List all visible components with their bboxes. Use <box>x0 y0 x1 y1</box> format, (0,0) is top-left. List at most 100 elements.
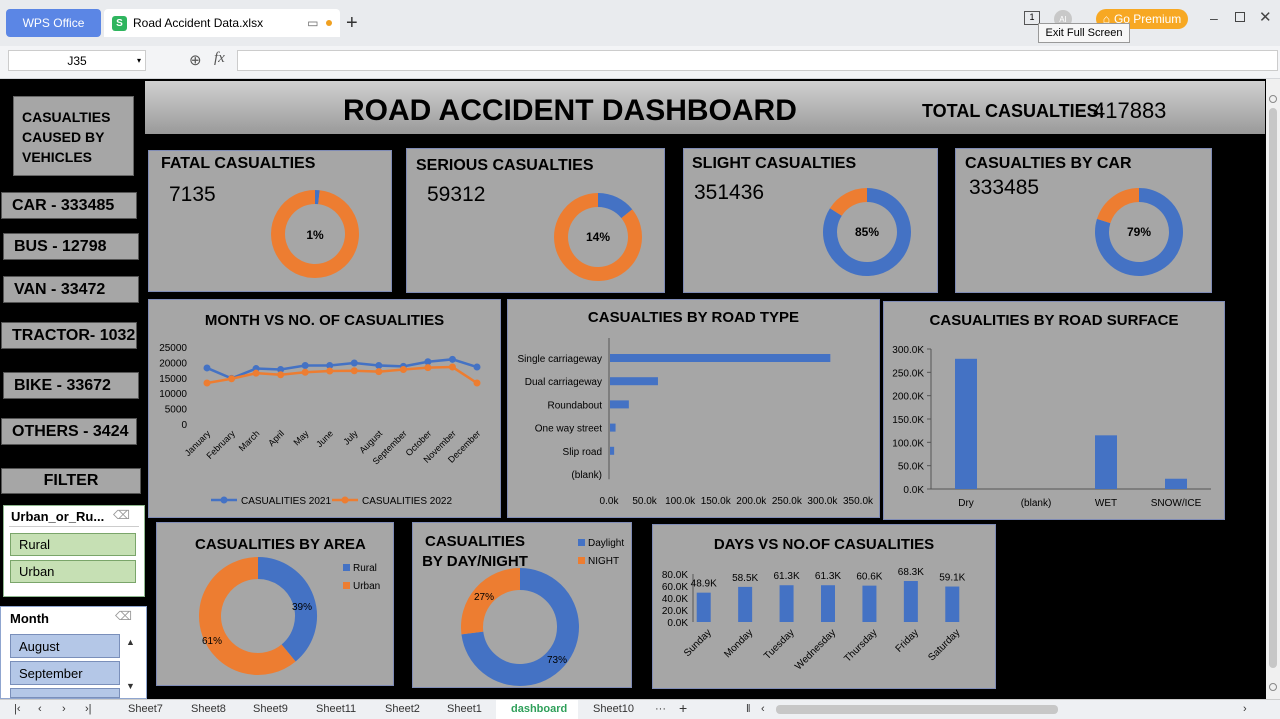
scroll-thumb[interactable] <box>1269 108 1277 668</box>
slicer-item-august[interactable]: August <box>10 634 120 658</box>
donut-segment-rural <box>257 557 317 662</box>
more-sheets-icon[interactable]: ··· <box>655 703 666 715</box>
minimize-icon[interactable]: – <box>1210 10 1218 26</box>
sheet-tab[interactable]: Sheet10 <box>593 703 634 715</box>
monitor-icon[interactable]: ▭ <box>307 16 319 30</box>
close-icon[interactable]: ✕ <box>1259 9 1272 26</box>
donut-segment-rest <box>830 188 868 217</box>
data-point <box>350 359 358 367</box>
fullscreen-icon[interactable]: 1 <box>1024 11 1040 25</box>
file-tab[interactable]: S Road Accident Data.xlsx ▭ <box>104 9 340 37</box>
next-sheet-icon[interactable]: › <box>62 703 66 715</box>
bar <box>610 446 615 455</box>
data-label: 60.6K <box>856 572 882 583</box>
data-point <box>203 379 211 387</box>
formula-input[interactable] <box>237 50 1278 71</box>
sheet-tab[interactable]: Sheet2 <box>385 703 420 715</box>
horizontal-scroll-thumb[interactable] <box>776 705 1058 714</box>
x-tick-label: 150.0k <box>701 496 732 507</box>
slicer-divider <box>9 526 139 527</box>
x-tick-label: 250.0k <box>772 496 803 507</box>
kpi-pct: 85% <box>855 225 879 239</box>
y-tick-label: 20.0K <box>662 606 688 617</box>
sheet-tab-active[interactable]: dashboard <box>511 703 568 715</box>
sheet-tab[interactable]: Sheet8 <box>191 703 226 715</box>
prev-sheet-icon[interactable]: ‹ <box>38 703 42 715</box>
x-tick-label: June <box>314 428 335 449</box>
data-point <box>424 364 432 372</box>
donut-segment-night <box>461 568 521 635</box>
series-line <box>206 358 478 380</box>
sheet-tab[interactable]: Sheet1 <box>447 703 482 715</box>
category-label: Sunday <box>682 627 714 659</box>
y-tick-label: 0.0K <box>903 485 924 496</box>
y-tick-label: 25000 <box>159 343 187 354</box>
y-tick-label: 0.0K <box>667 618 688 629</box>
slicer-item-partial[interactable] <box>10 688 120 698</box>
data-point <box>473 363 481 371</box>
slicer-item-september[interactable]: September <box>10 661 120 685</box>
sheet-tab[interactable]: Sheet9 <box>253 703 288 715</box>
go-premium-label: Go Premium <box>1113 12 1182 26</box>
data-label: 58.5K <box>732 573 758 584</box>
y-tick-label: 150.0K <box>892 415 924 426</box>
scroll-right-icon[interactable]: › <box>1243 703 1247 715</box>
scroll-down-icon[interactable]: ▼ <box>126 681 135 691</box>
data-label: 59.1K <box>939 573 965 584</box>
zoom-icon[interactable]: ⊕ <box>189 52 202 69</box>
wps-office-tab[interactable]: WPS Office <box>6 9 101 37</box>
x-tick-label: 50.0k <box>632 496 657 507</box>
slicer-item-urban[interactable]: Urban <box>10 560 136 583</box>
cell-reference: J35 <box>67 53 87 68</box>
category-label: Slip road <box>563 447 602 458</box>
kpi-title: SERIOUS CASUALTIES <box>416 157 594 174</box>
bar <box>1095 435 1117 489</box>
chevron-down-icon: ▾ <box>136 56 141 65</box>
vehicle-car: CAR - 333485 <box>1 192 137 219</box>
scroll-up-icon[interactable] <box>1269 95 1277 103</box>
legend-marker <box>220 496 228 504</box>
first-sheet-icon[interactable]: |‹ <box>14 703 21 715</box>
bar <box>610 400 629 409</box>
legend-swatch <box>578 557 585 564</box>
kpi-pct: 79% <box>1127 225 1151 239</box>
legend-swatch <box>343 564 350 571</box>
kpi-value: 59312 <box>427 183 486 206</box>
split-icon[interactable]: ‖ <box>746 703 751 715</box>
data-point <box>375 368 383 376</box>
last-sheet-icon[interactable]: ›| <box>85 703 92 715</box>
sheet-tab[interactable]: Sheet7 <box>128 703 163 715</box>
month-chart-panel: MONTH VS NO. OF CASUALITIES 25000 20000 15… <box>148 299 501 518</box>
bar <box>610 377 658 386</box>
scroll-up-icon[interactable]: ▲ <box>126 637 135 647</box>
category-label: Saturday <box>926 627 962 663</box>
y-tick-label: 15000 <box>159 374 187 385</box>
fx-icon[interactable]: fx <box>214 50 225 66</box>
active-tab-bg <box>496 700 578 719</box>
kpi-slight: SLIGHT CASUALTIES 351436 85% <box>683 148 938 293</box>
maximize-icon[interactable] <box>1235 12 1245 22</box>
data-point <box>277 371 285 379</box>
vertical-scrollbar[interactable] <box>1266 79 1280 699</box>
clear-filter-icon[interactable]: ⌫ <box>113 508 130 522</box>
donut-segment-rest <box>1096 188 1140 224</box>
chart-title: CASUALITIES BY DAY/NIGHT <box>422 533 528 570</box>
slice-label: 73% <box>547 655 567 666</box>
add-sheet-icon[interactable]: + <box>679 700 688 716</box>
area-slicer: Urban_or_Ru... ⌫ Rural Urban <box>3 505 145 597</box>
sheet-tab[interactable]: Sheet11 <box>316 703 357 715</box>
data-label: 48.9K <box>691 579 717 590</box>
clear-filter-icon[interactable]: ⌫ <box>115 609 132 623</box>
category-label: Tuesday <box>762 627 797 662</box>
new-tab-icon[interactable]: + <box>346 12 358 34</box>
data-point <box>375 361 383 369</box>
slicer-item-rural[interactable]: Rural <box>10 533 136 556</box>
name-box[interactable]: J35 ▾ <box>8 50 146 71</box>
scroll-down-icon[interactable] <box>1269 683 1277 691</box>
data-point <box>301 368 309 376</box>
bar <box>1165 478 1187 489</box>
scroll-left-icon[interactable]: ‹ <box>761 703 765 715</box>
chart-title: DAYS VS NO.OF CASUALITIES <box>713 536 935 553</box>
y-tick-label: 40.0K <box>662 594 688 605</box>
bar <box>955 358 977 489</box>
